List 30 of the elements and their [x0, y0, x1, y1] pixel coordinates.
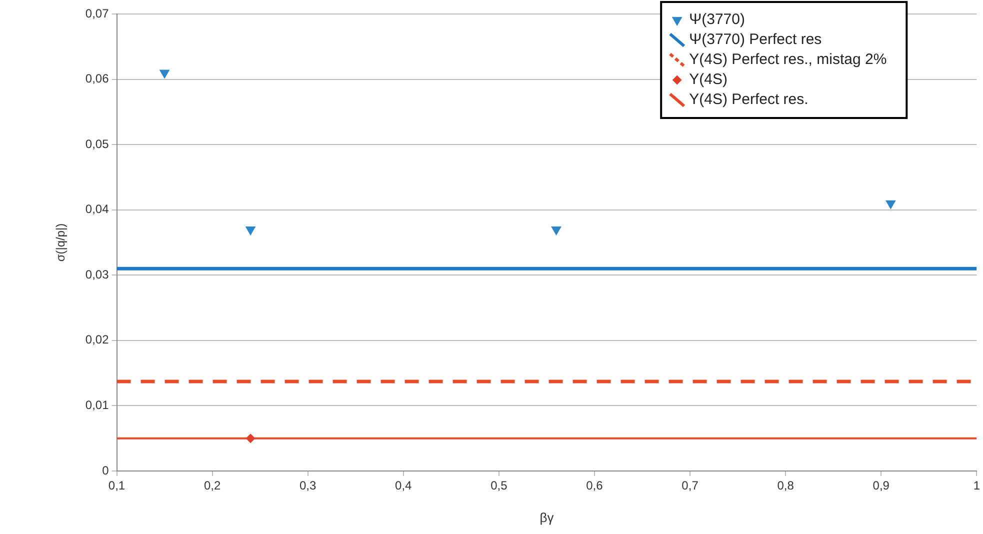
x-tick-label: 0,7 [682, 478, 699, 493]
y-tick-label: 0,05 [85, 136, 110, 151]
point [551, 226, 562, 235]
x-tick-label: 0,1 [108, 478, 126, 493]
legend-label: Ψ(3770) [689, 11, 746, 28]
y-tick-label: 0,03 [85, 267, 110, 282]
x-tick-label: 0,5 [490, 478, 508, 493]
legend-label: Ψ(3770) Perfect res [689, 31, 822, 48]
legend-label: Y(4S) [689, 71, 728, 88]
x-tick-label: 0,6 [586, 478, 604, 493]
point [246, 226, 256, 235]
x-tick-label: 0,3 [300, 478, 317, 493]
y-tick-label: 0,04 [85, 202, 110, 216]
y-axis-title: σ(|q/p|) [54, 223, 68, 262]
x-tick-label: 1 [973, 478, 980, 493]
y-tick-label: 0 [102, 463, 110, 478]
legend-label: Y(4S) Perfect res., mistag 2% [689, 51, 887, 68]
y-tick-label: 0,01 [85, 398, 110, 412]
x-tick-label: 0,4 [395, 478, 412, 493]
legend-label: Y(4S) Perfect res. [689, 91, 808, 108]
point [886, 200, 896, 209]
x-axis-title: βγ [540, 510, 554, 525]
point [246, 434, 256, 443]
x-tick-label: 0,9 [872, 478, 890, 493]
x-tick-label: 0,8 [777, 478, 794, 493]
point [160, 70, 170, 78]
y-tick-label: 0,07 [85, 6, 110, 20]
x-tick-label: 0,2 [204, 478, 221, 493]
y-tick-label: 0,02 [85, 332, 110, 347]
y-tick-label: 0,06 [85, 72, 110, 86]
